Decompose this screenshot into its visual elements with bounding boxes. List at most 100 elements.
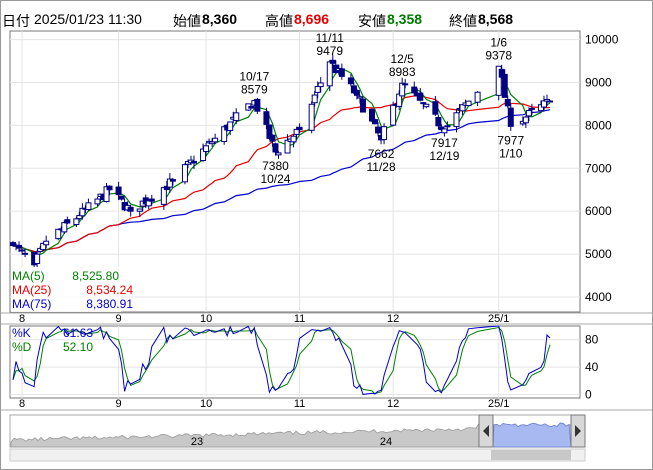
x-tick-label: 8 [19, 313, 25, 325]
date-value: 2025/01/23 11:30 [34, 11, 142, 27]
main-plot-frame [9, 30, 581, 313]
x-tick-label: 12 [387, 398, 399, 410]
candle-body [498, 68, 505, 78]
candle-body [390, 104, 397, 126]
x-tick-label: 25/1 [488, 313, 509, 325]
y-tick-label: 9000 [585, 75, 612, 89]
legend-k-value: 61.63 [63, 326, 93, 340]
low-value: 8,358 [387, 11, 423, 27]
candle-body [272, 143, 279, 153]
candle-body [263, 111, 270, 125]
y-tick-label: 10000 [585, 33, 619, 47]
candle-body [528, 107, 535, 110]
x-tick-label: 9 [116, 398, 122, 410]
candle-body [254, 98, 261, 112]
peak-value-label: 9378 [485, 48, 512, 62]
legend-ma5-label: MA(5) [12, 269, 45, 283]
candle-body [350, 85, 357, 94]
low-label: 安値 [358, 13, 386, 29]
candle-body [314, 85, 321, 93]
y-tick-label: 6000 [585, 204, 612, 218]
candle-body [64, 219, 71, 224]
peak-date-label: 11/11 [316, 31, 345, 45]
candle-body [19, 249, 26, 252]
navigator-year-label: 23 [191, 436, 203, 448]
candle-body [290, 135, 297, 143]
candle-body [248, 106, 255, 109]
candle-body [435, 116, 442, 127]
candle-body [308, 103, 315, 131]
ma25-line [12, 95, 551, 253]
peak-value-label: 8983 [389, 65, 416, 79]
candle-body [381, 126, 388, 141]
candle-body [441, 128, 448, 134]
candle-body [94, 198, 101, 205]
candle-body [212, 137, 219, 143]
candle-body [160, 187, 167, 205]
stoch-k-line [12, 325, 551, 395]
candle-body [166, 178, 173, 188]
candle-body [372, 119, 379, 125]
candle-body [269, 134, 276, 142]
legend-d-value: 52.10 [63, 340, 93, 354]
legend-ma75-value: 8,380.91 [86, 297, 133, 311]
stoch-tick-label: 0 [585, 388, 592, 402]
legend-ma25-value: 8,534.24 [86, 283, 133, 297]
candle-body [474, 91, 481, 103]
candle-body [266, 124, 273, 139]
candle-body [40, 242, 47, 251]
trough-date-label: 1/10 [499, 146, 523, 160]
candle-body [34, 253, 41, 265]
candle-body [85, 202, 92, 211]
candle-body [326, 61, 333, 87]
candle-body [356, 96, 363, 99]
legend-d-label: %D [12, 340, 32, 354]
candle-body [411, 86, 418, 94]
candle-body [353, 90, 360, 96]
candle-body [375, 126, 382, 134]
candle-body [76, 214, 83, 220]
x-tick-label: 8 [19, 398, 25, 410]
candle-body [115, 186, 122, 196]
candle-body [359, 98, 366, 113]
legend-ma75-label: MA(75) [12, 297, 51, 311]
candle-body [525, 110, 532, 117]
ma-legend-box [11, 267, 121, 312]
navigator-scroll-thumb[interactable] [491, 450, 571, 460]
candle-body [200, 148, 207, 162]
candle-body [507, 107, 514, 127]
candle-body [522, 116, 529, 124]
candle-body [203, 145, 210, 153]
candle-body [495, 65, 502, 96]
x-tick-label: 12 [387, 313, 399, 325]
open-value: 8,360 [202, 11, 238, 27]
stoch-tick-label: 40 [585, 360, 599, 374]
x-tick-label: 9 [116, 313, 122, 325]
candle-body [10, 242, 16, 247]
candle-body [73, 218, 80, 225]
open-label: 始値 [173, 13, 201, 29]
candle-body [227, 121, 234, 131]
candle-body [501, 73, 508, 98]
candle-body [543, 98, 550, 102]
candle-body [311, 94, 318, 104]
candle-body [106, 185, 113, 191]
candle-body [420, 102, 427, 105]
candle-body [79, 207, 86, 217]
x-tick-label: 10 [200, 398, 212, 410]
high-value: 8,696 [294, 11, 330, 27]
candle-body [537, 104, 544, 112]
close-label: 終値 [449, 13, 477, 29]
trough-value-label: 7380 [262, 159, 289, 173]
candle-body [423, 103, 430, 108]
candle-body [465, 100, 472, 107]
candle-body [329, 59, 336, 64]
peak-date-label: 1/6 [490, 35, 507, 49]
legend-k-label: %K [12, 326, 31, 340]
trough-date-label: 10/24 [260, 172, 290, 186]
x-tick-label: 11 [294, 313, 305, 325]
candle-body [284, 139, 291, 154]
navigator-scrollbar[interactable] [9, 448, 586, 462]
arrow-right-icon [575, 425, 581, 437]
